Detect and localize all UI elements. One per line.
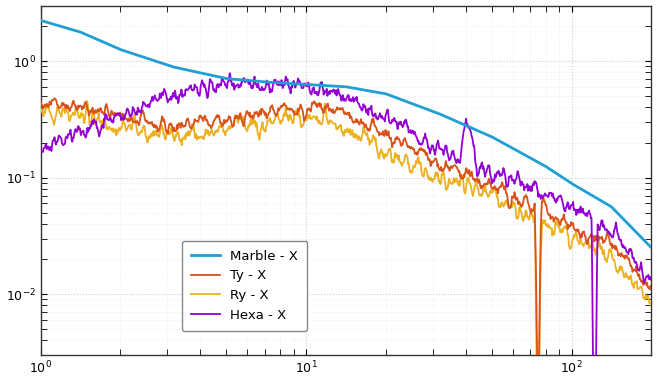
Hexa - X bbox=[514, 169, 522, 173]
Ty - X bbox=[648, 285, 656, 290]
Hexa - X bbox=[284, 83, 292, 87]
Marble - X bbox=[37, 18, 45, 23]
Marble - X bbox=[99, 40, 107, 44]
Hexa - X bbox=[648, 278, 656, 283]
Ry - X bbox=[306, 117, 314, 121]
Hexa - X bbox=[99, 122, 107, 127]
Ry - X bbox=[514, 217, 522, 221]
Ry - X bbox=[83, 99, 91, 103]
Ry - X bbox=[100, 118, 108, 123]
Marble - X bbox=[306, 83, 313, 87]
Ry - X bbox=[457, 173, 464, 178]
Ry - X bbox=[284, 118, 292, 122]
Marble - X bbox=[284, 81, 292, 86]
Hexa - X bbox=[37, 147, 45, 152]
Ty - X bbox=[284, 107, 292, 112]
Hexa - X bbox=[524, 184, 532, 188]
Ry - X bbox=[648, 303, 656, 307]
Legend: Marble - X, Ty - X, Ry - X, Hexa - X: Marble - X, Ty - X, Ry - X, Hexa - X bbox=[181, 241, 307, 331]
Marble - X bbox=[513, 148, 521, 153]
Hexa - X bbox=[226, 71, 234, 76]
Marble - X bbox=[648, 245, 656, 250]
Ty - X bbox=[100, 111, 108, 115]
Ty - X bbox=[51, 96, 58, 100]
Line: Ty - X: Ty - X bbox=[41, 98, 652, 382]
Hexa - X bbox=[457, 155, 464, 160]
Ry - X bbox=[524, 217, 532, 222]
Line: Hexa - X: Hexa - X bbox=[41, 73, 652, 382]
Ty - X bbox=[37, 98, 45, 103]
Ty - X bbox=[514, 196, 522, 201]
Hexa - X bbox=[306, 90, 314, 95]
Ty - X bbox=[457, 172, 464, 177]
Line: Marble - X: Marble - X bbox=[41, 20, 652, 248]
Ty - X bbox=[524, 202, 532, 206]
Marble - X bbox=[456, 121, 464, 125]
Ry - X bbox=[37, 106, 45, 110]
Line: Ry - X: Ry - X bbox=[41, 101, 652, 382]
Marble - X bbox=[524, 154, 532, 159]
Ty - X bbox=[306, 108, 314, 113]
